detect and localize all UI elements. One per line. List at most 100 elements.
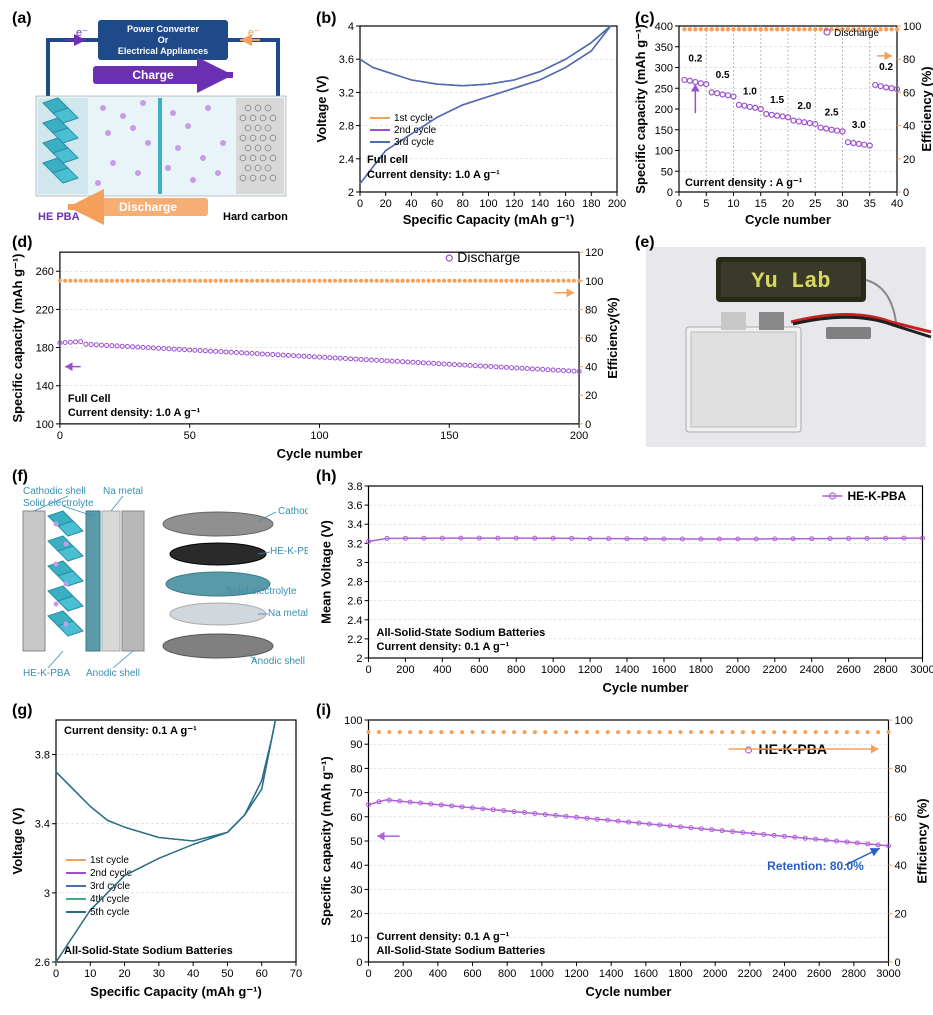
svg-text:100: 100 [479,198,497,210]
svg-text:80: 80 [350,763,362,775]
svg-text:Specific capacity (mAh g⁻¹): Specific capacity (mAh g⁻¹) [319,756,334,925]
svg-text:600: 600 [470,664,488,676]
svg-text:3.0: 3.0 [852,120,866,131]
svg-text:0: 0 [667,187,673,199]
svg-text:1800: 1800 [689,664,713,676]
svg-text:220: 220 [36,304,54,316]
panel-i: (i) 020040060080010001200140016001800200… [312,700,933,1000]
svg-text:3000: 3000 [876,968,900,980]
box-text-1: Power Converter [127,24,200,34]
svg-text:4: 4 [348,21,354,33]
svg-text:20: 20 [380,198,392,210]
panel-f: (f) Cathodic shell Na metal Solid electr… [8,466,308,696]
svg-text:Efficiency (%): Efficiency (%) [919,66,933,151]
panel-c-label: (c) [635,10,655,28]
panel-h-label: (h) [316,468,336,486]
svg-text:60: 60 [256,968,268,980]
svg-text:30: 30 [350,884,362,896]
panel-f-label: (f) [12,468,28,486]
svg-text:1200: 1200 [578,664,602,676]
svg-text:1200: 1200 [564,968,588,980]
svg-text:1000: 1000 [541,664,565,676]
svg-text:140: 140 [531,198,549,210]
f-anodic-label: Anodic shell [86,668,140,679]
svg-text:5: 5 [703,198,709,210]
panel-f-schematic: Cathodic shell Na metal Solid electrolyt… [8,466,308,696]
svg-text:80: 80 [895,763,907,775]
svg-text:5th cycle: 5th cycle [90,907,130,918]
svg-text:3rd cycle: 3rd cycle [394,137,434,148]
svg-text:120: 120 [585,247,603,259]
svg-text:3.8: 3.8 [35,750,50,762]
svg-text:0: 0 [365,664,371,676]
f-cell-3d [23,511,144,651]
svg-text:2.2: 2.2 [347,634,362,646]
svg-text:1st cycle: 1st cycle [90,855,129,866]
svg-text:200: 200 [570,430,588,442]
svg-text:3.4: 3.4 [35,819,50,831]
svg-text:200: 200 [608,198,626,210]
svg-text:Mean Voltage (V): Mean Voltage (V) [319,520,334,624]
svg-text:0: 0 [356,957,362,969]
pouch-cell [686,312,801,432]
panel-d-label: (d) [12,234,32,252]
svg-text:40: 40 [187,968,199,980]
svg-text:4th cycle: 4th cycle [90,894,130,905]
svg-text:260: 260 [36,266,54,278]
svg-text:60: 60 [350,812,362,824]
svg-text:1st cycle: 1st cycle [394,113,433,124]
svg-text:Full cell: Full cell [367,154,408,166]
svg-text:20: 20 [350,909,362,921]
chart-c: 0510152025303540050100150200250300350400… [631,8,933,228]
svg-text:100: 100 [895,715,913,727]
box-text-3: Electrical Appliances [118,46,208,56]
svg-text:0.2: 0.2 [688,54,702,65]
chart-g: 0102030405060702.633.43.8Specific Capaci… [8,700,308,1000]
svg-text:10: 10 [84,968,96,980]
svg-text:100: 100 [344,715,362,727]
svg-text:60: 60 [903,87,915,99]
svg-text:0: 0 [365,968,371,980]
svg-text:1600: 1600 [634,968,658,980]
svg-text:80: 80 [903,54,915,66]
svg-text:3: 3 [44,888,50,900]
svg-text:3.2: 3.2 [347,538,362,550]
svg-text:80: 80 [585,304,597,316]
svg-text:Efficiency (%): Efficiency (%) [915,798,930,883]
svg-text:2.0: 2.0 [797,101,811,112]
svg-text:Current density: 1.0 A g⁻¹: Current density: 1.0 A g⁻¹ [367,169,500,181]
panel-h: (h) 020040060080010001200140016001800200… [312,466,933,696]
svg-text:30: 30 [153,968,165,980]
svg-text:180: 180 [582,198,600,210]
figure-grid: (a) Power Converter Or Electrical Applia… [8,8,925,1000]
svg-text:40: 40 [903,121,915,133]
f-disc-na: Na metal [268,608,308,619]
svg-text:250: 250 [655,83,673,95]
panel-c: (c) 051015202530354005010015020025030035… [631,8,933,228]
svg-text:600: 600 [463,968,481,980]
box-text-2: Or [158,35,169,45]
svg-text:20: 20 [782,198,794,210]
svg-text:100: 100 [310,430,328,442]
svg-text:50: 50 [350,836,362,848]
f-hekpba-label: HE-K-PBA [23,668,71,679]
f-se-label: Solid electrolyte [23,498,94,509]
svg-text:100: 100 [903,21,921,33]
svg-text:800: 800 [507,664,525,676]
svg-text:180: 180 [36,343,54,355]
svg-text:120: 120 [505,198,523,210]
svg-text:Efficiency(%): Efficiency(%) [605,297,620,378]
e-left: e⁻ [76,27,88,39]
svg-text:3.4: 3.4 [347,519,362,531]
hard-carbon [236,98,284,194]
panel-a-label: (a) [12,10,32,28]
svg-text:0: 0 [53,968,59,980]
svg-text:3.2: 3.2 [339,87,354,99]
svg-text:1800: 1800 [668,968,692,980]
svg-text:2400: 2400 [799,664,823,676]
svg-text:3.6: 3.6 [347,500,362,512]
svg-text:20: 20 [903,154,915,166]
svg-text:2800: 2800 [873,664,897,676]
charge-label: Charge [132,68,174,82]
svg-text:Current density : A g⁻¹: Current density : A g⁻¹ [685,177,803,189]
